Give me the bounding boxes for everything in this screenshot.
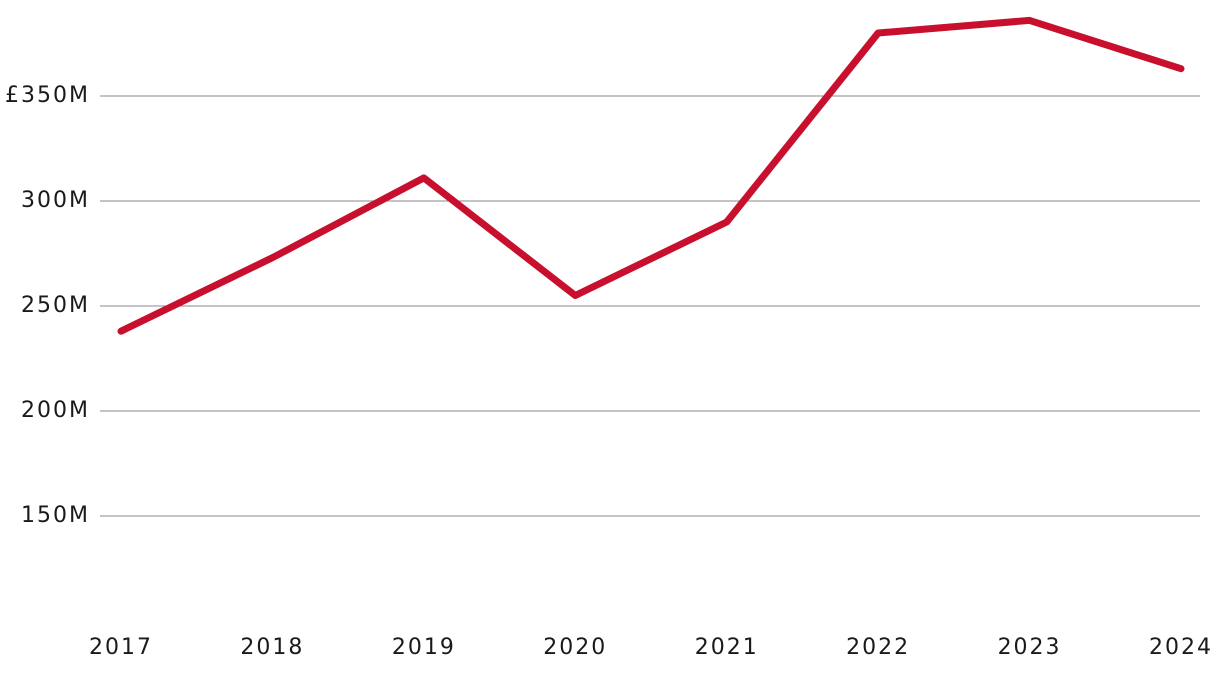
y-tick-label: 300M	[21, 188, 90, 213]
x-tick-label: 2020	[543, 635, 607, 660]
x-tick-label: 2018	[240, 635, 304, 660]
x-tick-label: 2022	[846, 635, 910, 660]
y-tick-label: 200M	[21, 398, 90, 423]
x-tick-label: 2023	[998, 635, 1062, 660]
y-tick-label: 250M	[21, 293, 90, 318]
x-tick-label: 2017	[89, 635, 153, 660]
x-tick-label: 2021	[695, 635, 759, 660]
x-tick-label: 2019	[392, 635, 456, 660]
x-tick-label: 2024	[1149, 635, 1213, 660]
y-tick-label: £350M	[5, 83, 90, 108]
data-line	[117, 16, 1185, 335]
y-tick-label: 150M	[21, 503, 90, 528]
